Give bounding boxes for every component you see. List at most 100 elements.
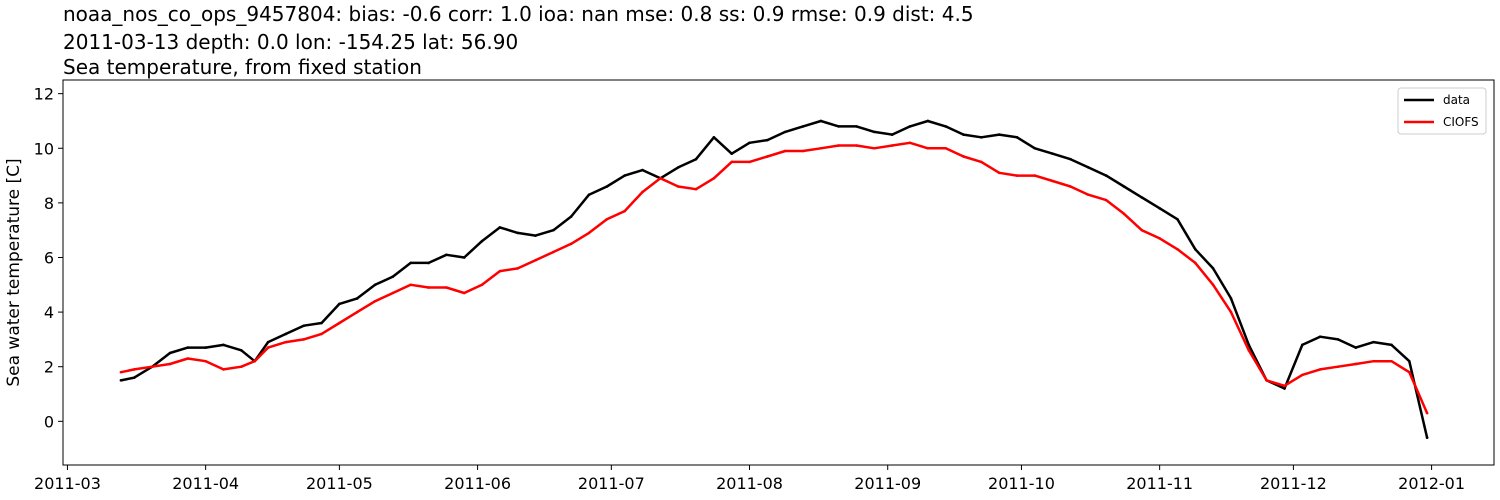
data-point-data bbox=[1015, 136, 1019, 139]
data-point-ciofs bbox=[1390, 359, 1393, 363]
plot-frame bbox=[62, 79, 1495, 466]
data-point-data bbox=[445, 253, 448, 257]
data-point-data bbox=[1407, 359, 1411, 363]
data-point-ciofs bbox=[516, 267, 520, 270]
series-line-ciofs bbox=[120, 141, 1429, 414]
data-point-data bbox=[1122, 185, 1126, 188]
data-point-ciofs bbox=[204, 359, 207, 363]
x-tick-label: 2012-01 bbox=[1398, 474, 1465, 493]
data-point-ciofs bbox=[605, 217, 609, 221]
data-point-data bbox=[1372, 340, 1375, 344]
data-point-data bbox=[1140, 196, 1144, 199]
data-point-ciofs bbox=[1122, 212, 1126, 216]
data-point-ciofs bbox=[819, 146, 823, 150]
data-point-ciofs bbox=[222, 368, 225, 371]
data-point-data bbox=[355, 297, 359, 300]
data-point-ciofs bbox=[445, 286, 448, 289]
data-point-ciofs bbox=[730, 160, 733, 164]
data-point-ciofs bbox=[534, 258, 537, 262]
data-point-ciofs bbox=[320, 332, 323, 336]
data-point-data bbox=[962, 133, 965, 136]
data-point-ciofs bbox=[1372, 359, 1375, 363]
data-point-data bbox=[338, 302, 341, 306]
data-point-ciofs bbox=[1265, 379, 1268, 382]
data-point-ciofs bbox=[801, 149, 805, 153]
y-tick-label: 12 bbox=[34, 85, 54, 104]
chart-title-line-3: Sea temperature, from fixed station bbox=[63, 55, 422, 79]
data-point-ciofs bbox=[186, 357, 190, 360]
data-point-data bbox=[409, 261, 413, 265]
x-tick-label: 2011-07 bbox=[578, 474, 645, 493]
data-point-data bbox=[980, 136, 983, 139]
data-point-data bbox=[1425, 436, 1429, 439]
data-point-data bbox=[908, 125, 912, 128]
y-axis-label: Sea water temperature [C] bbox=[4, 158, 24, 386]
data-point-ciofs bbox=[1354, 362, 1358, 366]
data-point-data bbox=[168, 351, 172, 355]
data-point-data bbox=[552, 228, 555, 232]
x-tick-label: 2011-03 bbox=[34, 474, 101, 493]
legend-label-data: data bbox=[1443, 93, 1470, 107]
data-point-ciofs bbox=[1318, 368, 1322, 371]
data-point-data bbox=[1336, 338, 1340, 341]
data-point-ciofs bbox=[908, 141, 912, 145]
data-point-data bbox=[222, 343, 225, 347]
data-point-ciofs bbox=[373, 299, 377, 303]
data-point-data bbox=[569, 215, 573, 218]
data-point-data bbox=[944, 125, 947, 128]
data-point-ciofs bbox=[1407, 370, 1411, 374]
data-point-ciofs bbox=[1336, 365, 1340, 369]
data-point-ciofs bbox=[240, 365, 243, 369]
data-point-data bbox=[266, 340, 270, 344]
data-point-data bbox=[1283, 387, 1286, 390]
data-point-data bbox=[694, 157, 698, 161]
data-point-ciofs bbox=[855, 144, 858, 147]
x-tick-label: 2011-09 bbox=[854, 474, 921, 493]
data-point-data bbox=[373, 283, 377, 287]
data-point-data bbox=[516, 231, 520, 235]
data-point-ciofs bbox=[480, 283, 484, 287]
data-point-ciofs bbox=[133, 368, 136, 371]
data-point-data bbox=[1301, 343, 1304, 347]
data-point-data bbox=[1176, 217, 1179, 221]
data-point-ciofs bbox=[1015, 174, 1019, 177]
data-point-ciofs bbox=[427, 286, 430, 289]
data-point-ciofs bbox=[266, 346, 270, 349]
data-point-data bbox=[730, 152, 733, 156]
data-point-data bbox=[748, 141, 751, 145]
data-point-data bbox=[855, 125, 858, 128]
data-point-data bbox=[623, 174, 627, 177]
data-point-data bbox=[890, 133, 894, 136]
y-axis: 0 2 4 6 8 10 12 bbox=[34, 85, 63, 431]
data-point-data bbox=[1158, 207, 1161, 210]
data-point-data bbox=[605, 185, 609, 188]
data-point-ciofs bbox=[391, 291, 395, 295]
data-point-ciofs bbox=[409, 283, 413, 287]
data-point-ciofs bbox=[980, 160, 983, 164]
data-point-data bbox=[391, 275, 395, 278]
data-point-data bbox=[712, 136, 716, 139]
data-point-ciofs bbox=[338, 321, 341, 325]
data-point-data bbox=[819, 119, 823, 123]
data-point-data bbox=[534, 234, 537, 237]
data-point-data bbox=[1354, 346, 1358, 349]
data-point-ciofs bbox=[119, 370, 123, 374]
data-point-data bbox=[1069, 157, 1072, 161]
data-point-ciofs bbox=[837, 144, 840, 147]
data-point-ciofs bbox=[962, 155, 965, 158]
series-line-data bbox=[120, 119, 1429, 438]
data-point-ciofs bbox=[1104, 198, 1108, 202]
data-point-ciofs bbox=[569, 242, 573, 246]
data-point-ciofs bbox=[641, 190, 644, 194]
data-point-data bbox=[1211, 267, 1215, 270]
data-point-ciofs bbox=[1283, 384, 1286, 388]
data-point-ciofs bbox=[712, 176, 716, 180]
chart-marks bbox=[119, 119, 1429, 439]
data-point-data bbox=[284, 332, 288, 336]
data-point-ciofs bbox=[676, 185, 680, 188]
data-point-data bbox=[641, 168, 644, 172]
data-point-data bbox=[240, 349, 243, 352]
x-tick-label: 2011-10 bbox=[988, 474, 1055, 493]
data-point-ciofs bbox=[253, 359, 256, 363]
data-point-ciofs bbox=[926, 146, 930, 150]
